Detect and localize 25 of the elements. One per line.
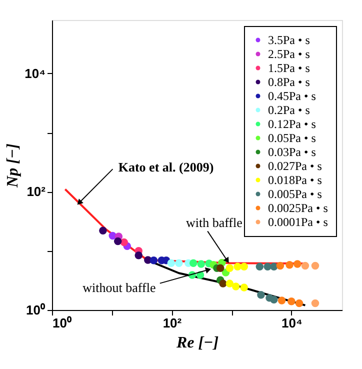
y-tick-label: 10² bbox=[26, 184, 46, 200]
legend-label: 0.0001Pa • s bbox=[268, 215, 328, 229]
y-axis-title: Np [−] bbox=[4, 144, 22, 188]
legend-label: 0.027Pa • s bbox=[268, 159, 322, 173]
x-axis-title: Re [−] bbox=[175, 334, 219, 352]
legend-label: 0.45Pa • s bbox=[268, 89, 316, 103]
legend-label: 2.5Pa • s bbox=[268, 47, 310, 61]
x-tick-label: 10⁴ bbox=[281, 316, 302, 330]
legend-label: 0.05Pa • s bbox=[268, 131, 316, 145]
annotation: with baffle bbox=[186, 214, 243, 230]
annotation: Kato et al. (2009) bbox=[118, 159, 214, 174]
x-tick-label: 10⁰ bbox=[52, 316, 72, 330]
legend-label: 0.018Pa • s bbox=[268, 173, 322, 187]
legend-label: 0.2Pa • s bbox=[268, 103, 310, 117]
annotation: without baffle bbox=[82, 280, 156, 296]
legend-label: 1.5Pa • s bbox=[268, 61, 310, 75]
legend-label: 0.8Pa • s bbox=[268, 75, 310, 89]
legend-label: 0.0025Pa • s bbox=[268, 201, 328, 215]
legend-label: 0.005Pa • s bbox=[268, 187, 322, 201]
legend-label: 3.5Pa • s bbox=[268, 33, 310, 47]
y-tick-label: 10⁰ bbox=[26, 302, 46, 318]
y-tick-label: 10⁴ bbox=[24, 66, 46, 81]
legend-label: 0.03Pa • s bbox=[268, 145, 316, 159]
x-tick-label: 10² bbox=[162, 316, 182, 330]
legend-label: 0.12Pa • s bbox=[268, 117, 316, 131]
